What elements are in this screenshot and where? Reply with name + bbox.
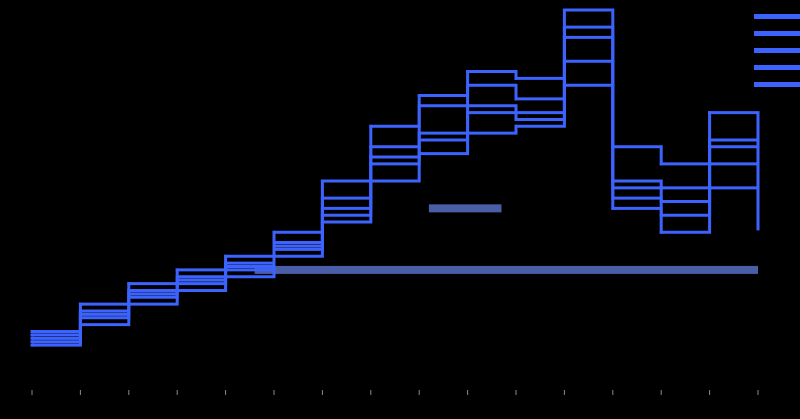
series-2-point-0	[30, 329, 34, 333]
series-4-point-2	[127, 292, 131, 296]
series-3-point-13	[659, 230, 663, 234]
series-layer	[30, 8, 760, 347]
series-4-line	[32, 25, 760, 337]
series-4-point-13	[659, 200, 663, 204]
series-1-point-0	[30, 336, 34, 340]
series-2-point-8	[417, 94, 421, 97]
series-3-point-15	[756, 227, 760, 231]
series-2-point-1	[78, 302, 82, 306]
band-0	[428, 204, 502, 213]
bands-layer	[254, 204, 758, 274]
series-3-point-0	[30, 340, 34, 344]
legend-swatch-0	[754, 14, 800, 19]
series-4-point-1	[78, 312, 82, 316]
series-1-point-10	[514, 97, 518, 101]
legend-swatch-1	[754, 31, 800, 36]
series-4-point-8	[417, 131, 421, 135]
series-0-point-11	[562, 8, 566, 12]
series-2-point-2	[127, 282, 131, 286]
series-2-point-9	[466, 70, 470, 74]
series-4-point-7	[369, 155, 373, 159]
series-4-point-11	[562, 25, 566, 29]
legend-swatch-2	[754, 48, 800, 53]
series-4-point-14	[708, 138, 712, 142]
series-4-point-0	[30, 333, 34, 337]
series-4-point-4	[224, 261, 228, 265]
series-2-point-5	[272, 230, 276, 234]
series-2-point-3	[175, 268, 179, 272]
series-4-point-5	[272, 244, 276, 248]
series-0-point-10	[514, 117, 518, 121]
series-4-point-15	[756, 206, 760, 210]
series-4-point-9	[466, 104, 470, 108]
legend	[754, 14, 800, 87]
series-2-point-7	[369, 124, 373, 128]
series-3-line	[32, 83, 760, 344]
series-0-point-0	[30, 343, 34, 347]
series-2-point-14	[708, 111, 712, 115]
series-4-point-6	[320, 206, 324, 210]
series-2-point-6	[320, 179, 324, 183]
series-3-point-10	[514, 124, 518, 128]
series-4-point-12	[611, 186, 615, 190]
series-2-point-4	[224, 254, 228, 258]
band-1	[254, 265, 758, 274]
series-2-point-13	[659, 162, 663, 166]
legend-swatch-3	[754, 65, 800, 70]
legend-swatch-4	[754, 82, 800, 87]
series-3-point-12	[611, 206, 615, 210]
series-4-point-10	[514, 111, 518, 115]
series-2-point-10	[514, 76, 518, 80]
series-4-point-3	[175, 278, 179, 282]
x-axis	[31, 390, 759, 395]
